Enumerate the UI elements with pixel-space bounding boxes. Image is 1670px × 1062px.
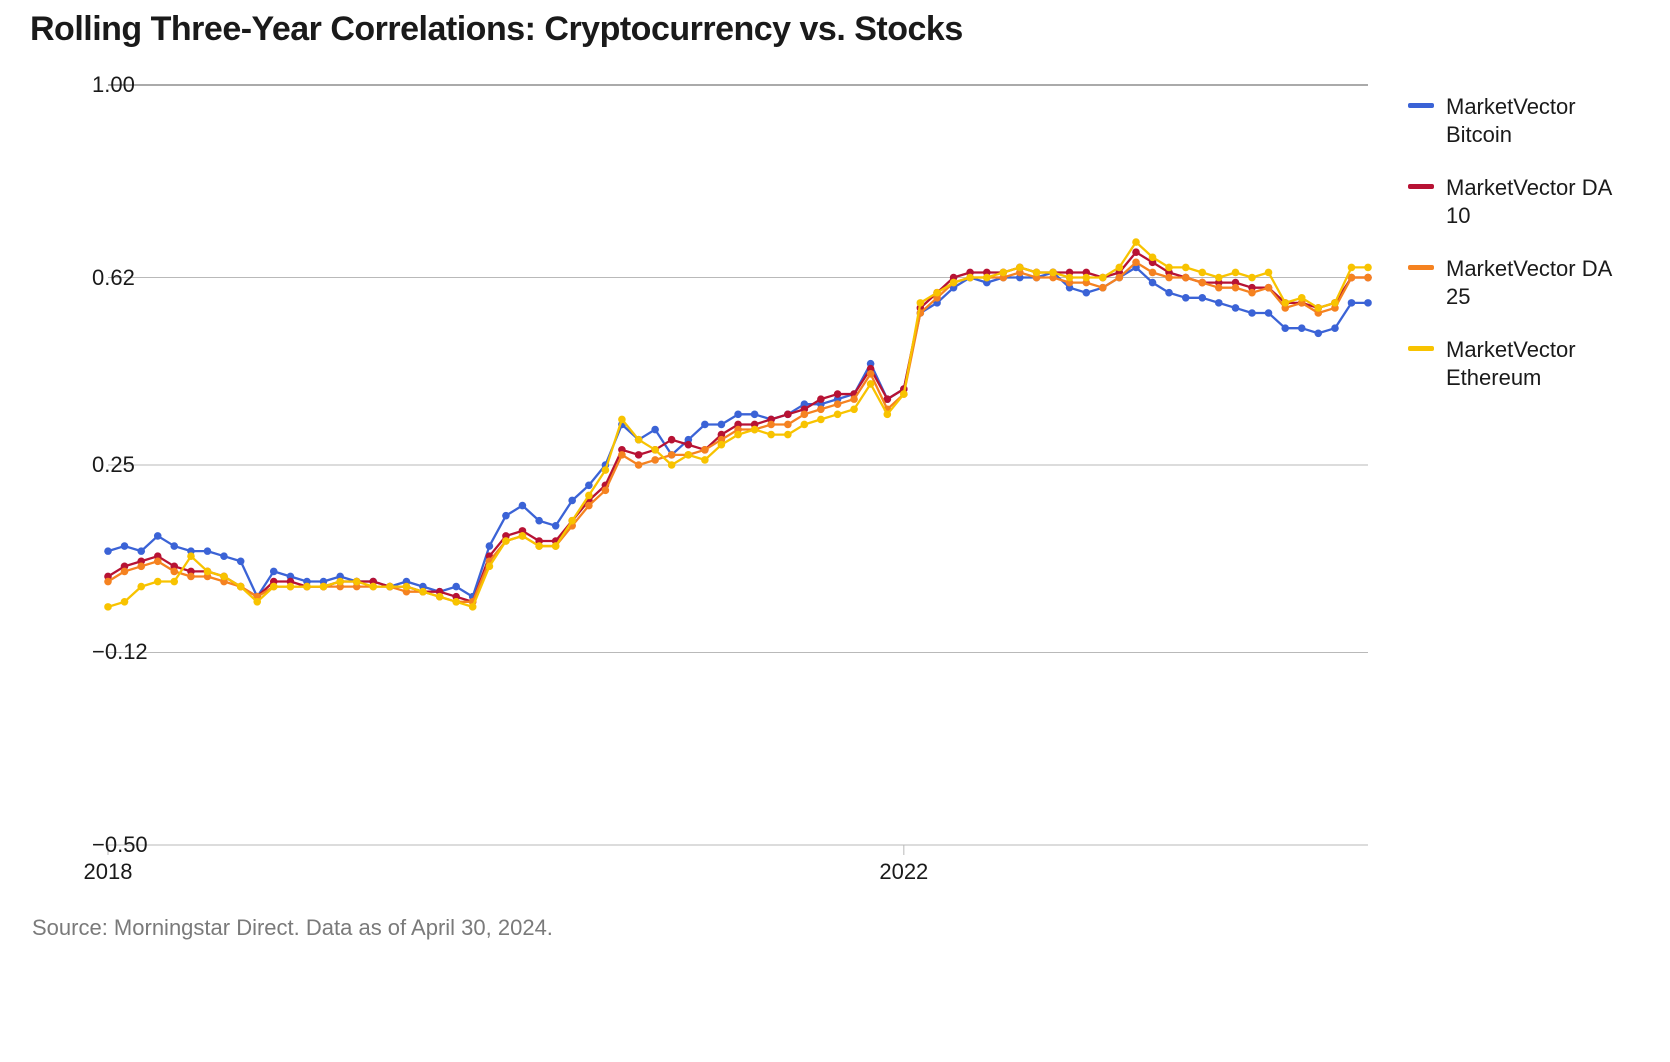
y-tick-label: 0.25 <box>92 452 108 478</box>
legend-label: MarketVector DA 10 <box>1446 174 1640 229</box>
legend-swatch <box>1408 346 1434 351</box>
legend-item: MarketVector DA 25 <box>1408 255 1640 310</box>
legend-swatch <box>1408 184 1434 189</box>
legend-item: MarketVector Bitcoin <box>1408 93 1640 148</box>
y-tick-label: 0.62 <box>92 265 108 291</box>
x-tick-label: 2022 <box>879 845 928 885</box>
legend-item: MarketVector DA 10 <box>1408 174 1640 229</box>
legend-label: MarketVector DA 25 <box>1446 255 1640 310</box>
legend-item: MarketVector Ethereum <box>1408 336 1640 391</box>
y-tick-label: 1.00 <box>92 72 108 98</box>
legend-label: MarketVector Bitcoin <box>1446 93 1640 148</box>
chart-area: 1.000.620.25−0.12−0.5020182022 <box>30 85 1368 845</box>
y-tick-label: −0.12 <box>92 639 108 665</box>
x-tick-label: 2018 <box>84 845 133 885</box>
page-root: Rolling Three-Year Correlations: Cryptoc… <box>0 0 1670 1062</box>
legend-swatch <box>1408 265 1434 270</box>
legend-swatch <box>1408 103 1434 108</box>
chart-svg <box>30 85 1368 857</box>
legend: MarketVector Bitcoin MarketVector DA 10 Ma… <box>1368 85 1640 417</box>
chart-title: Rolling Three-Year Correlations: Cryptoc… <box>30 10 1640 49</box>
legend-label: MarketVector Ethereum <box>1446 336 1640 391</box>
chart-source-note: Source: Morningstar Direct. Data as of A… <box>32 915 1640 941</box>
chart-row: 1.000.620.25−0.12−0.5020182022 MarketVec… <box>30 85 1640 845</box>
